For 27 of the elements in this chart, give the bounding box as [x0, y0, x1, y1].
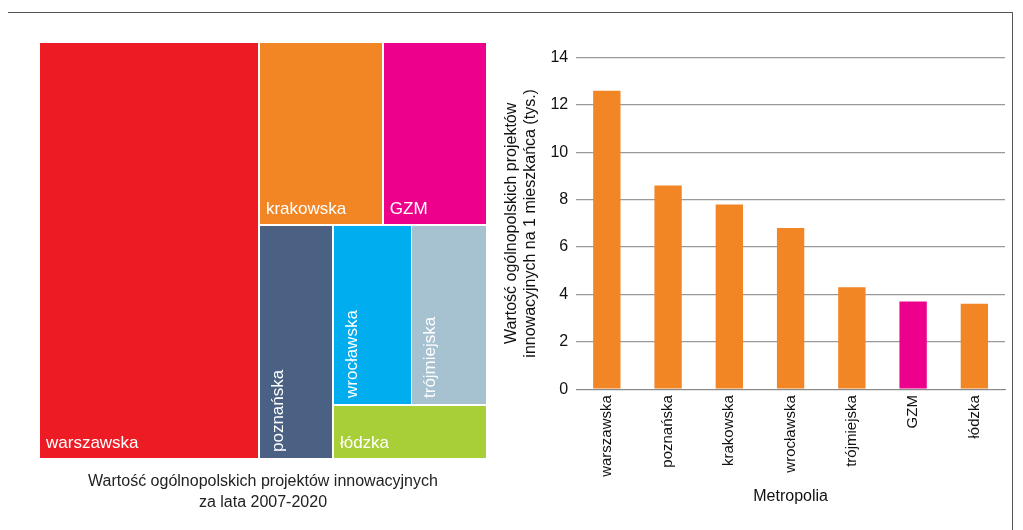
y-axis-title: Wartość ogólnopolskich projektów innowacyjnych na 1 mieszkańca (tys.) [502, 89, 539, 358]
bar [593, 90, 621, 389]
y-tick-label: 4 [559, 284, 569, 302]
y-tick-label: 10 [550, 142, 569, 160]
x-axis-title: Metropolia [753, 486, 829, 504]
category-label: GZM [389, 198, 428, 219]
y-tick-label: 2 [559, 332, 569, 350]
x-tick-label: łódzka [964, 394, 982, 439]
y-tick-label: 12 [550, 95, 569, 113]
bar [899, 301, 927, 389]
category-label: krakowska [265, 198, 347, 219]
bar [960, 303, 989, 389]
x-tick-label: wrocławska [780, 394, 798, 474]
y-tick-label: 14 [550, 48, 569, 66]
y-tick-label: 8 [559, 190, 569, 208]
x-tick-label: trójmiejska [842, 394, 859, 467]
text: Wartość ogólnopolskich projektów innowacyjnych za lata 2007-2020 [87, 471, 439, 512]
x-tick-label: warszawska [596, 394, 614, 478]
x-tick-label: krakowska [719, 394, 737, 466]
x-tick-label: poznańska [658, 394, 676, 468]
bar [776, 228, 805, 389]
bar [838, 287, 866, 389]
x-tick-label: GZM [903, 395, 921, 429]
bar [654, 185, 682, 389]
bar [715, 204, 744, 389]
y-tick-label: 6 [559, 237, 569, 255]
y-tick-label: 0 [559, 379, 569, 397]
